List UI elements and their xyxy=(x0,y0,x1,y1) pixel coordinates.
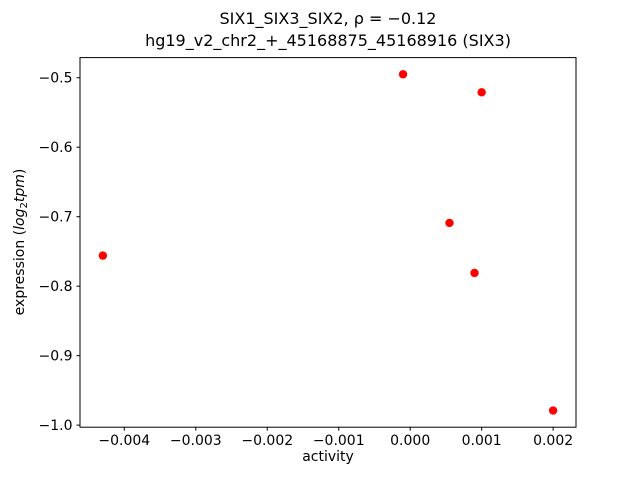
x-tick-label: −0.004 xyxy=(98,433,150,449)
x-tick-label: 0.002 xyxy=(533,433,573,449)
x-tick-label: −0.003 xyxy=(170,433,222,449)
chart-title: SIX1_SIX3_SIX2, ρ = −0.12 hg19_v2_chr2_+… xyxy=(80,8,576,52)
y-tick-label: −0.6 xyxy=(39,140,73,156)
y-tick-label: −0.5 xyxy=(39,71,73,87)
y-tick-label: −1.0 xyxy=(39,418,73,434)
x-tick-label: 0.001 xyxy=(462,433,502,449)
y-axis-label-suffix: ) xyxy=(12,168,28,175)
chart-title-line2: hg19_v2_chr2_+_45168875_45168916 (SIX3) xyxy=(145,31,511,50)
data-point xyxy=(470,268,479,278)
data-point xyxy=(548,406,558,415)
data-point xyxy=(445,218,454,228)
y-axis-label-subscript: 2 xyxy=(19,202,30,209)
data-point xyxy=(477,88,486,97)
y-axis-label-log: log xyxy=(12,208,28,230)
y-tick-label: −0.9 xyxy=(39,349,73,365)
chart-title-line1: SIX1_SIX3_SIX2, ρ = −0.12 xyxy=(219,9,437,28)
y-axis-label-tpm: tpm xyxy=(12,174,28,203)
y-axis-label: expression (log2tpm) xyxy=(12,92,30,392)
x-axis-label: activity xyxy=(302,449,354,465)
x-tick-label: 0.000 xyxy=(390,433,430,449)
axes-border xyxy=(79,57,577,428)
x-tick-label: −0.002 xyxy=(241,433,293,449)
y-tick-label: −0.7 xyxy=(39,210,73,226)
data-point xyxy=(98,251,108,260)
data-point xyxy=(398,70,408,79)
x-tick-label: −0.001 xyxy=(313,433,365,449)
y-axis-label-prefix: expression ( xyxy=(12,229,28,316)
y-tick-label: −0.8 xyxy=(39,279,73,295)
